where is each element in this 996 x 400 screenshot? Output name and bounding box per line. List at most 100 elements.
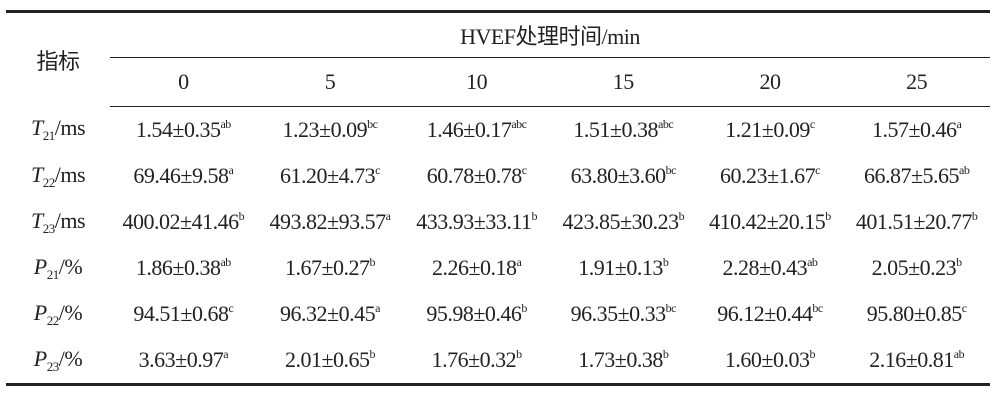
- label-unit: /ms: [54, 207, 86, 233]
- significance-letter: ab: [959, 163, 970, 177]
- table-head: 指标 HVEF处理时间/min 0 5 10 15 20 25: [6, 10, 990, 107]
- cell-value: 423.85±30.23: [562, 209, 680, 234]
- row-label: P21/%: [6, 245, 110, 291]
- cell-value: 1.51±0.38: [573, 117, 658, 142]
- table-cell: 61.20±4.73c: [257, 153, 404, 199]
- significance-letter: b: [369, 255, 376, 269]
- label-unit: /%: [58, 345, 83, 371]
- row-label: P23/%: [6, 337, 110, 386]
- cell-value: 61.20±4.73: [280, 163, 376, 188]
- label-subscript: 21: [42, 128, 56, 144]
- group-header: HVEF处理时间/min: [110, 10, 990, 58]
- table-cell: 96.35±0.33bc: [550, 291, 697, 337]
- cell-value: 1.54±0.35: [135, 117, 221, 142]
- significance-letter: c: [961, 301, 967, 315]
- cell-value: 66.87±5.65: [863, 163, 960, 188]
- cell-value: 1.23±0.09: [282, 117, 368, 142]
- table-cell: 2.16±0.81ab: [843, 337, 990, 386]
- column-header: 10: [403, 57, 550, 107]
- cell-value: 2.01±0.65: [284, 347, 370, 372]
- significance-letter: b: [369, 347, 376, 361]
- table-cell: 95.80±0.85c: [843, 291, 990, 337]
- label-subscript: 22: [42, 174, 56, 190]
- significance-letter: c: [815, 163, 820, 177]
- significance-letter: a: [223, 347, 229, 361]
- column-header-row: 0 5 10 15 20 25: [6, 57, 990, 107]
- table-row: P23/% 3.63±0.97a 2.01±0.65b 1.76±0.32b 1.73±…: [6, 337, 990, 386]
- table-cell: 96.12±0.44bc: [697, 291, 844, 337]
- cell-value: 2.28±0.43: [722, 255, 808, 280]
- significance-letter: c: [521, 163, 527, 177]
- table-cell: 3.63±0.97a: [110, 337, 257, 386]
- cell-value: 2.16±0.81: [869, 347, 954, 372]
- table-cell: 2.28±0.43ab: [697, 245, 844, 291]
- column-header: 15: [549, 57, 697, 107]
- cell-value: 1.57±0.46: [871, 117, 957, 142]
- significance-letter: b: [531, 209, 538, 223]
- table-cell: 1.60±0.03b: [696, 337, 844, 386]
- cell-value: 94.51±0.68: [133, 301, 229, 326]
- table-cell: 1.46±0.17abc: [403, 107, 550, 154]
- label-symbol: T: [30, 161, 43, 187]
- row-label: P22/%: [6, 291, 110, 337]
- header-row: 指标 HVEF处理时间/min: [6, 10, 990, 107]
- label-symbol: P: [33, 299, 47, 325]
- cell-value: 95.98±0.46: [426, 301, 522, 326]
- table-cell: 401.51±20.77b: [843, 199, 990, 245]
- significance-letter: ab: [220, 117, 231, 131]
- cell-value: 400.02±41.46: [122, 209, 240, 234]
- significance-letter: b: [971, 209, 978, 223]
- significance-letter: b: [521, 301, 527, 315]
- significance-letter: c: [375, 163, 380, 177]
- significance-letter: a: [956, 117, 962, 131]
- table-cell: 2.26±0.18a: [403, 245, 550, 291]
- significance-letter: bc: [367, 117, 378, 131]
- cell-value: 2.05±0.23: [871, 255, 957, 280]
- data-table: 指标 HVEF处理时间/min 0 5 10 15 20 25 T 21/ms 1.54±0.…: [6, 10, 990, 386]
- cell-value: 96.35±0.33: [570, 301, 667, 326]
- table-cell: 96.32±0.45a: [257, 291, 404, 337]
- cell-value: 401.51±20.77: [855, 209, 973, 234]
- table-cell: 66.87±5.65ab: [843, 153, 990, 199]
- significance-letter: bc: [665, 301, 677, 315]
- cell-value: 1.76±0.32: [431, 347, 517, 372]
- cell-value: 63.80±3.60: [570, 163, 667, 188]
- table-cell: 1.86±0.38ab: [110, 245, 257, 291]
- cell-value: 433.93±33.11: [416, 209, 532, 234]
- label-unit: /ms: [54, 115, 86, 141]
- table-cell: 2.01±0.65b: [256, 337, 404, 386]
- significance-letter: a: [375, 301, 380, 315]
- row-label: T22/ms: [6, 153, 110, 199]
- table-cell: 1.73±0.38b: [549, 337, 697, 386]
- significance-letter: b: [956, 255, 962, 269]
- significance-letter: c: [809, 117, 815, 131]
- table-cell: 410.42±20.15b: [697, 199, 844, 245]
- table-row: P21/% 1.86±0.38ab 1.67±0.27b 2.26±0.18a 1.91…: [6, 245, 990, 291]
- significance-letter: b: [678, 209, 685, 223]
- table-cell: 1.51±0.38abc: [550, 107, 697, 154]
- cell-value: 96.12±0.44: [717, 301, 813, 326]
- cell-value: 1.46±0.17: [426, 117, 512, 142]
- significance-letter: b: [662, 347, 669, 361]
- cell-value: 60.78±0.78: [426, 163, 523, 188]
- table-cell: 94.51±0.68c: [110, 291, 257, 337]
- label-symbol: P: [33, 345, 47, 371]
- cell-value: 1.91±0.13: [578, 255, 663, 280]
- table-cell: 1.57±0.46a: [843, 107, 990, 154]
- table-cell: 63.80±3.60bc: [550, 153, 697, 199]
- table-row: T21/ms 1.54±0.35ab 1.23±0.09bc 1.46±0.17abc…: [6, 107, 990, 154]
- table-body: T21/ms 1.54±0.35ab 1.23±0.09bc 1.46±0.17abc…: [6, 107, 990, 386]
- significance-letter: c: [228, 301, 234, 315]
- cell-value: 96.32±0.45: [280, 301, 376, 326]
- row-label: T23/ms: [6, 199, 110, 245]
- cell-value: 493.82±93.57: [269, 209, 387, 234]
- table-cell: 60.23±1.67c: [697, 153, 844, 199]
- significance-letter: abc: [658, 117, 674, 131]
- table-cell: 493.82±93.57a: [257, 199, 404, 245]
- table-cell: 423.85±30.23b: [550, 199, 697, 245]
- table-cell: 1.76±0.32b: [403, 337, 550, 386]
- label-subscript: 23: [42, 220, 56, 236]
- corner-header: 指标: [6, 10, 110, 107]
- significance-letter: ab: [220, 255, 231, 269]
